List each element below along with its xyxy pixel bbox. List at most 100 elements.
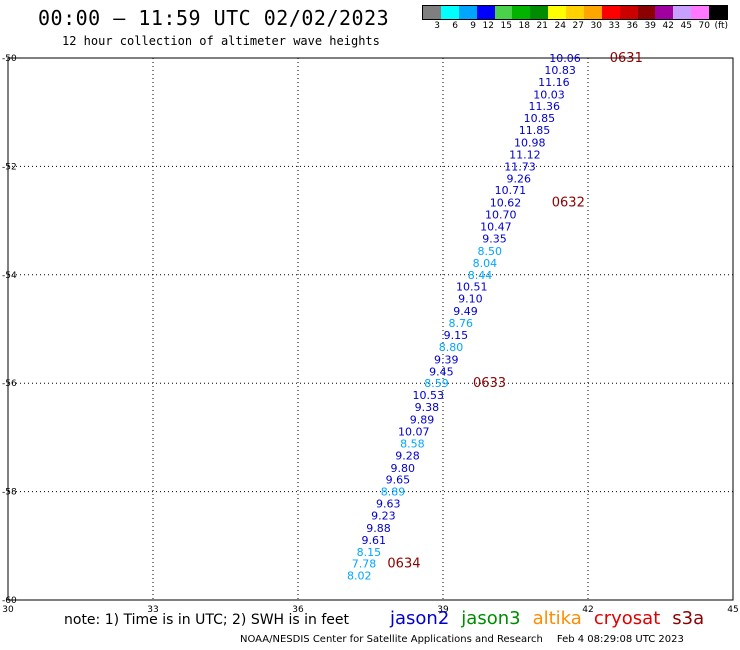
- color-scale-swatch: [423, 6, 441, 19]
- legend-item-s3a: s3a: [672, 608, 705, 629]
- legend-item-jason2: jason2: [390, 608, 450, 629]
- color-scale-label: 24: [554, 21, 566, 31]
- color-scale-label: 42: [662, 21, 674, 31]
- swh-value: 9.26: [506, 172, 531, 185]
- swh-value: 10.07: [398, 425, 430, 438]
- pass-time-label: 0633: [473, 376, 506, 391]
- swh-value: 10.98: [514, 137, 546, 150]
- color-scale-labels: 3 6 9 12 15 18 21 24 27 30 33 36 39 42 45 70 (ft): [422, 21, 728, 31]
- color-scale-swatch: [619, 6, 638, 19]
- swh-value: 9.28: [395, 449, 420, 462]
- swh-value: 10.85: [524, 112, 556, 125]
- swh-value: 11.73: [504, 160, 536, 173]
- swh-value: 8.89: [381, 486, 406, 499]
- y-tick-label: -52: [2, 162, 17, 172]
- legend-item-cryosat: cryosat: [593, 608, 661, 629]
- color-scale-bar: [422, 5, 728, 20]
- color-scale-swatch: [637, 6, 656, 19]
- color-scale-label: (ft): [714, 21, 728, 31]
- x-tick-label: 39: [437, 605, 449, 615]
- swh-value: 9.65: [386, 474, 411, 487]
- footer-timestamp: Feb 4 08:29:08 UTC 2023: [556, 634, 684, 645]
- swh-value: 10.62: [490, 197, 522, 210]
- color-scale-swatch: [673, 6, 692, 19]
- color-scale-label: 6: [452, 21, 458, 31]
- color-scale-label: 45: [680, 21, 692, 31]
- pass-time-label: 0634: [387, 557, 420, 572]
- color-scale-label: 70: [698, 21, 710, 31]
- color-scale-label: 12: [482, 21, 494, 31]
- color-scale-label: 15: [500, 21, 512, 31]
- plot-frame: [7, 57, 734, 601]
- swh-value: 9.39: [434, 353, 459, 366]
- color-scale-swatch: [566, 6, 584, 19]
- swh-value: 11.16: [538, 76, 570, 89]
- swh-value: 10.03: [533, 88, 565, 101]
- swh-value: 10.83: [544, 64, 576, 77]
- color-scale-swatch: [548, 6, 566, 19]
- legend-item-altika: altika: [532, 608, 582, 629]
- color-scale-label: 33: [608, 21, 620, 31]
- swh-value: 8.50: [477, 245, 502, 258]
- swh-value: 8.76: [448, 317, 473, 330]
- color-scale-label: 27: [572, 21, 584, 31]
- x-tick-label: 36: [292, 605, 304, 615]
- swh-value: 10.51: [456, 281, 488, 294]
- legend-item-jason3: jason3: [461, 608, 521, 629]
- swh-value: 10.47: [480, 221, 512, 234]
- swh-value: 8.59: [424, 377, 449, 390]
- color-scale-label: 3: [434, 21, 440, 31]
- color-scale-label: 30: [590, 21, 602, 31]
- x-tick-label: 42: [582, 605, 593, 615]
- swh-value: 9.49: [453, 305, 478, 318]
- x-tick-label: 45: [727, 605, 738, 615]
- swh-value: 11.12: [509, 148, 541, 161]
- color-scale-swatch: [458, 6, 477, 19]
- swh-value: 9.80: [390, 462, 415, 475]
- footer: NOAA/NESDIS Center for Satellite Applica…: [240, 634, 684, 645]
- color-scale-label: 36: [626, 21, 638, 31]
- swh-value: 10.53: [412, 389, 444, 402]
- swh-value: 7.78: [352, 558, 377, 571]
- swh-value: 11.85: [519, 124, 551, 137]
- swh-value: 8.80: [439, 341, 464, 354]
- swh-value: 9.89: [410, 414, 435, 427]
- note-text: note: 1) Time is in UTC; 2) SWH is in fe…: [64, 612, 350, 628]
- swh-value: 8.02: [347, 570, 372, 583]
- x-tick-label: 30: [2, 605, 14, 615]
- swh-value: 8.04: [473, 257, 498, 270]
- swh-value: 9.35: [482, 232, 507, 245]
- color-scale-swatch: [601, 6, 620, 19]
- satellite-legend: jason2 jason3 altika cryosat s3a: [390, 608, 716, 629]
- swh-value: 9.88: [366, 522, 391, 535]
- y-tick-label: -54: [2, 271, 17, 281]
- y-tick-label: -56: [2, 379, 17, 389]
- swh-value: 10.70: [485, 209, 517, 222]
- swh-value: 10.71: [495, 184, 527, 197]
- swh-value: 9.23: [371, 509, 396, 522]
- swh-value: 9.38: [415, 401, 440, 414]
- y-tick-label: -60: [2, 596, 17, 606]
- color-scale-label: 39: [644, 21, 656, 31]
- color-scale-swatch: [583, 6, 602, 19]
- color-scale-swatch: [691, 6, 709, 19]
- swh-value: 11.36: [528, 100, 560, 113]
- color-scale-swatch: [512, 6, 531, 19]
- swh-value: 8.15: [357, 546, 382, 559]
- pass-time-label: 0631: [610, 51, 643, 66]
- swh-value: 8.44: [468, 269, 493, 282]
- x-tick-label: 33: [147, 605, 158, 615]
- y-tick-label: -50: [2, 54, 17, 64]
- swh-value: 10.06: [549, 52, 581, 65]
- pass-time-label: 0632: [552, 196, 585, 211]
- color-scale-swatch: [530, 6, 549, 19]
- swh-value: 9.45: [429, 365, 454, 378]
- y-tick-label: -58: [2, 488, 17, 498]
- page-title: 00:00 – 11:59 UTC 02/02/2023: [38, 6, 390, 30]
- color-scale-label: 21: [536, 21, 548, 31]
- swh-value: 8.58: [400, 437, 425, 450]
- color-scale-swatch: [655, 6, 674, 19]
- swh-value: 9.15: [444, 329, 469, 342]
- swh-value: 9.63: [376, 498, 401, 511]
